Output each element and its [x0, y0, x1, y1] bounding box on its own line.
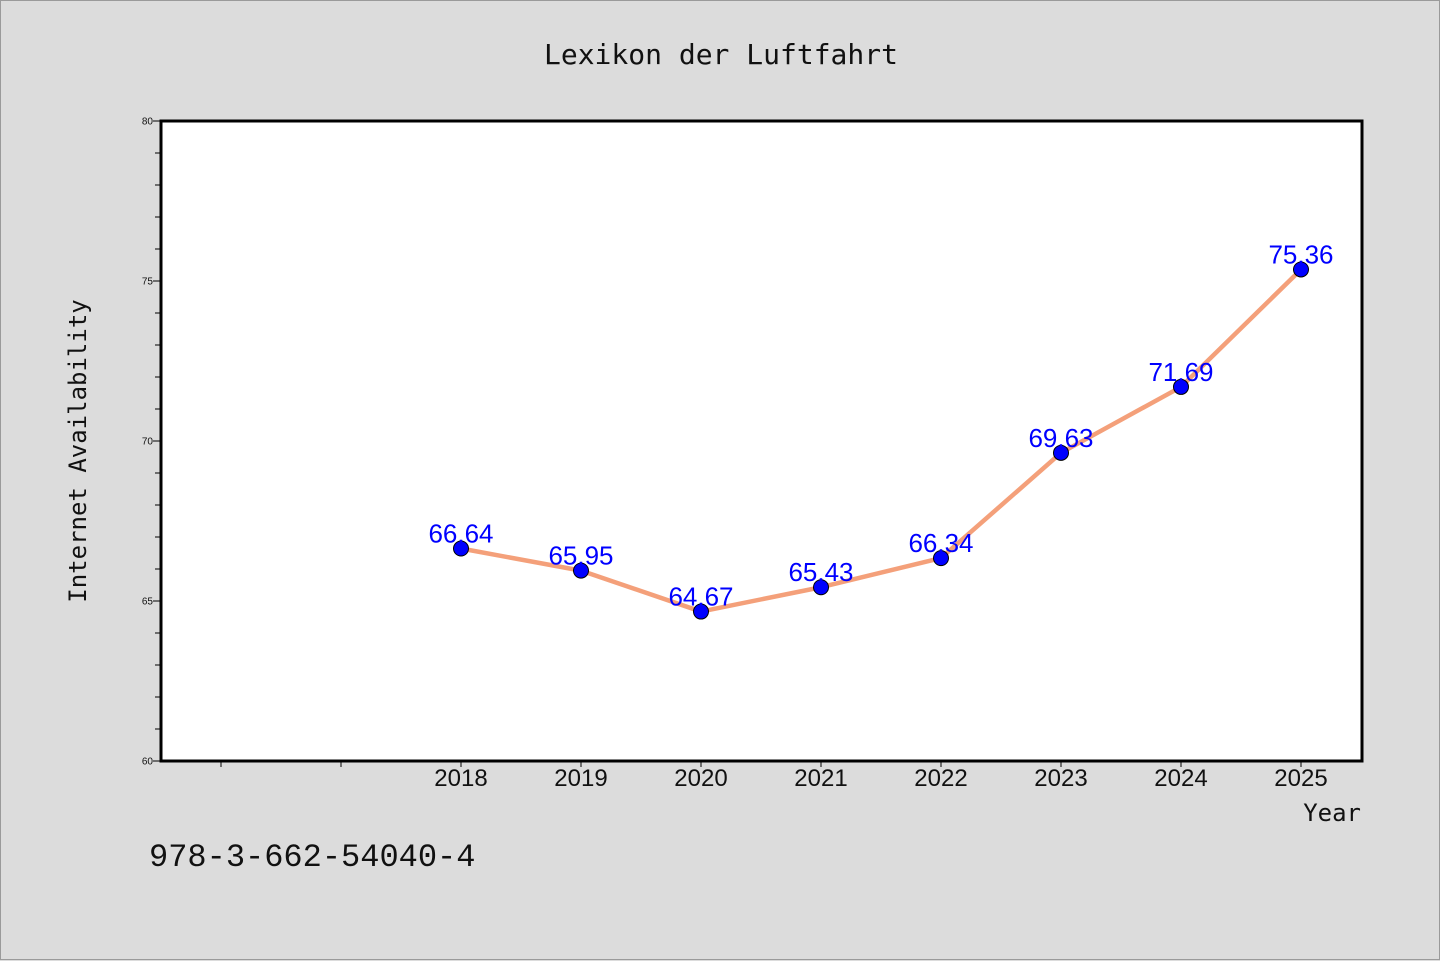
- y-tick-label: 80: [142, 117, 154, 128]
- series-group: 66.64 65.95 64.67 65.43 66.34 69.63 71.69 75.36: [428, 239, 1334, 620]
- data-label: 65.43: [788, 557, 853, 587]
- x-tick-label: 2018: [434, 765, 487, 792]
- data-label: 65.95: [548, 541, 613, 571]
- x-tick-label: 2022: [914, 765, 967, 792]
- x-tick-label: 2023: [1034, 765, 1087, 792]
- data-label: 64.67: [668, 582, 733, 612]
- x-tick-label: 2020: [674, 765, 727, 792]
- x-axis: 2018 2019 2020 2021 2022 2023 2024 2025: [220, 761, 1328, 792]
- y-tick-label: 60: [142, 757, 154, 768]
- data-point: [933, 550, 949, 567]
- data-label: 69.63: [1028, 423, 1093, 453]
- series-line: [458, 267, 1304, 614]
- y-tick-label: 65: [142, 597, 154, 608]
- plot-area: [159, 119, 1364, 763]
- footer-isbn: 978-3-662-54040-4: [149, 839, 475, 876]
- y-axis: 60 65 70 75 80: [142, 117, 161, 768]
- data-label: 66.64: [428, 519, 493, 549]
- data-point: [1173, 378, 1189, 395]
- data-point: [813, 579, 829, 596]
- y-axis-label: Internet Availability: [64, 299, 92, 602]
- x-tick-label: 2019: [554, 765, 607, 792]
- x-tick-label: 2021: [794, 765, 847, 792]
- data-point: [693, 603, 709, 620]
- y-tick-label: 75: [142, 277, 154, 288]
- x-tick-label: 2024: [1154, 765, 1207, 792]
- data-point: [453, 540, 469, 557]
- y-tick-label: 70: [142, 437, 154, 448]
- data-label: 75.36: [1268, 239, 1333, 269]
- data-label: 66.34: [908, 528, 973, 558]
- data-point: [573, 562, 589, 579]
- chart-title: Lexikon der Luftfahrt: [544, 38, 898, 71]
- data-point: [1293, 261, 1309, 278]
- x-axis-label: Year: [1303, 799, 1361, 827]
- x-tick-label: 2025: [1274, 765, 1327, 792]
- data-label: 71.69: [1148, 357, 1213, 387]
- data-point: [1053, 444, 1069, 461]
